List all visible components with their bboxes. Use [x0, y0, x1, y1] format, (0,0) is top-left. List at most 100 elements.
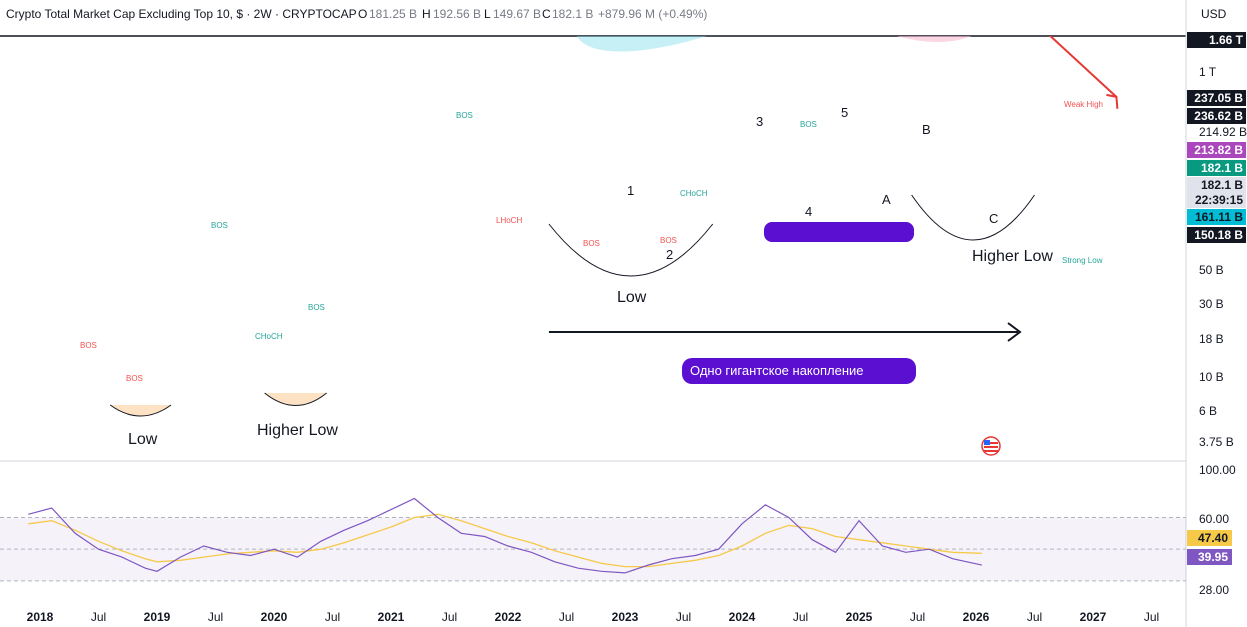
correction-ellipse — [818, 36, 993, 43]
currency-label[interactable]: USD — [1201, 7, 1227, 21]
open-value: 181.25 B — [369, 7, 417, 21]
bos-label-2020: BOS — [308, 303, 325, 312]
higher-low-label-2025: Higher Low — [972, 248, 1053, 265]
price-tick-2: 50 B — [1199, 263, 1224, 277]
price-label-bg-6 — [1187, 192, 1246, 208]
projection-arrow — [1048, 36, 1118, 98]
time-tick-19: Jul — [1144, 610, 1159, 624]
annotation-layer: Low Higher Low Low Higher Low 1 2 3 4 5 A B C BOS BOS… — [80, 36, 1119, 448]
rsi-layer — [0, 497, 1186, 582]
higher-low-bowl-2020 — [264, 392, 327, 406]
price-label-4: 182.1 B — [1201, 161, 1243, 175]
rsi-label-bg-1 — [1187, 549, 1232, 565]
price-label-0: 1.66 T — [1209, 33, 1244, 47]
price-tick-5: 10 B — [1199, 370, 1224, 384]
time-tick-6: 2021 — [378, 610, 405, 624]
price-label-bg-8 — [1187, 227, 1246, 243]
chart-title: Crypto Total Market Cap Excluding Top 10… — [6, 7, 357, 21]
bos-label-2023: BOS — [660, 236, 677, 245]
time-tick-10: 2023 — [612, 610, 639, 624]
time-tick-14: 2025 — [846, 610, 873, 624]
wave-b-label: B — [922, 122, 931, 137]
rsi-tick-1: 60.00 — [1199, 512, 1229, 526]
price-tick-6: 6 B — [1199, 404, 1217, 418]
time-tick-0: 2018 — [27, 610, 54, 624]
price-label-bg-3 — [1187, 142, 1246, 158]
bos-label-2021: BOS — [456, 111, 473, 120]
time-tick-11: Jul — [676, 610, 691, 624]
bos-label-2018b: BOS — [80, 341, 97, 350]
bos-label-2018: BOS — [211, 221, 228, 230]
price-label-bg-7 — [1187, 209, 1246, 225]
open-label: O — [358, 7, 367, 21]
bos-label-2022: BOS — [583, 239, 600, 248]
price-tick-3: 30 B — [1199, 297, 1224, 311]
time-tick-17: Jul — [1027, 610, 1042, 624]
wave-c-label: C — [989, 211, 998, 226]
wave-3-label: 3 — [756, 114, 763, 129]
price-tick-1: 214.92 B — [1199, 125, 1247, 139]
low-label: L — [484, 7, 491, 21]
time-tick-5: Jul — [325, 610, 340, 624]
choch-label-2023: CHoCH — [680, 189, 708, 198]
projection-arrow-head — [1106, 93, 1119, 109]
time-tick-13: Jul — [793, 610, 808, 624]
price-label-1: 237.05 B — [1194, 91, 1243, 105]
low-value: 149.67 B — [493, 7, 541, 21]
rsi-label-bg-0 — [1187, 530, 1232, 546]
rsi-axis[interactable]: 100.00 60.00 28.00 47.40 39.95 — [1187, 463, 1236, 597]
change-value: +879.96 M (+0.49%) — [598, 7, 707, 21]
time-tick-1: Jul — [91, 610, 106, 624]
price-label-8: 150.18 B — [1194, 228, 1243, 242]
strong-low-label: Strong Low — [1062, 256, 1103, 265]
bos-label-2018c: BOS — [126, 374, 143, 383]
price-label-3: 213.82 B — [1194, 143, 1243, 157]
rsi-label-0: 47.40 — [1198, 531, 1228, 545]
low-label-2022: Low — [617, 289, 647, 306]
price-label-bg-1 — [1187, 90, 1246, 106]
redaction-blob — [764, 222, 914, 242]
price-axis[interactable]: 1 T 214.92 B 50 B 30 B 18 B 10 B 6 B 3.75 B 1.66… — [1187, 32, 1247, 449]
price-label-2: 236.62 B — [1194, 109, 1243, 123]
close-value: 182.1 B — [552, 7, 593, 21]
lhoch-label: LHoCH — [496, 216, 522, 225]
price-label-bg-2 — [1187, 108, 1246, 124]
rsi-line — [28, 497, 982, 574]
time-axis[interactable]: 2018 Jul 2019 Jul 2020 Jul 2021 Jul 2022 Jul 2023 J… — [27, 610, 1160, 624]
time-tick-15: Jul — [910, 610, 925, 624]
close-label: C — [542, 7, 551, 21]
time-tick-18: 2027 — [1080, 610, 1107, 624]
rsi-ma-line — [28, 513, 982, 568]
rsi-label-1: 39.95 — [1198, 550, 1228, 564]
wave-a-label: A — [882, 192, 891, 207]
rsi-tick-2: 28.00 — [1199, 583, 1229, 597]
wave-2-label: 2 — [666, 247, 673, 262]
price-tick-4: 18 B — [1199, 332, 1224, 346]
rsi-tick-0: 100.00 — [1199, 463, 1236, 477]
time-tick-4: 2020 — [261, 610, 288, 624]
time-tick-3: Jul — [208, 610, 223, 624]
wave-4-label: 4 — [805, 204, 812, 219]
zones-layer — [109, 36, 1035, 417]
us-flag-icon[interactable] — [981, 436, 1001, 456]
higher-low-label-2020: Higher Low — [257, 422, 338, 439]
price-tick-0: 1 T — [1199, 65, 1217, 79]
high-label: H — [422, 7, 431, 21]
low-bowl-2022 — [548, 223, 714, 277]
price-tick-7: 3.75 B — [1199, 435, 1234, 449]
accumulation-label: Одно гигантское накопление — [690, 363, 864, 378]
price-label-bg-0 — [1187, 32, 1246, 48]
weak-high-label: Weak High — [1064, 100, 1103, 109]
wave-5-label: 5 — [841, 105, 848, 120]
higher-low-bowl-2025 — [911, 194, 1035, 241]
accumulation-label-bg — [682, 358, 916, 384]
price-label-bg-4 — [1187, 160, 1246, 176]
choch-label-2020: CHoCH — [255, 332, 283, 341]
time-tick-12: 2024 — [729, 610, 756, 624]
time-tick-2: 2019 — [144, 610, 171, 624]
time-tick-8: 2022 — [495, 610, 522, 624]
ohlc-readout: O 181.25 B H 192.56 B L 149.67 B C 182.1… — [358, 7, 707, 21]
time-tick-9: Jul — [559, 610, 574, 624]
time-tick-7: Jul — [442, 610, 457, 624]
